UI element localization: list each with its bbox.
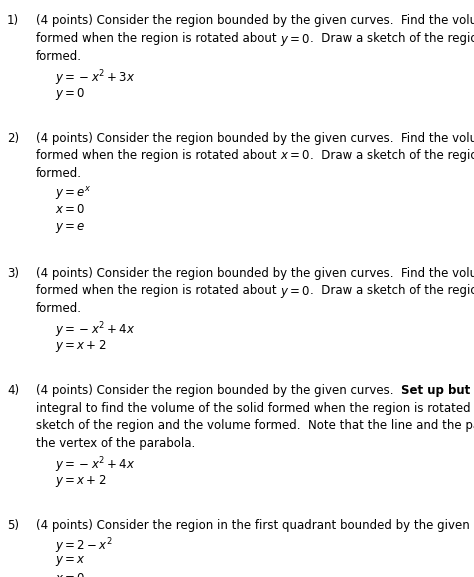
Text: $y = 0$: $y = 0$ <box>280 284 310 301</box>
Text: integral to find the volume of the solid formed when the region is rotated about: integral to find the volume of the solid… <box>36 402 474 415</box>
Text: $y = -x^2 + 4x$: $y = -x^2 + 4x$ <box>55 455 135 475</box>
Text: .  Draw a sketch of the region and the volume: . Draw a sketch of the region and the vo… <box>310 284 474 298</box>
Text: (4 points) Consider the region bounded by the given curves.: (4 points) Consider the region bounded b… <box>36 384 401 397</box>
Text: Set up but do not evaluate: Set up but do not evaluate <box>401 384 474 397</box>
Text: 3): 3) <box>7 267 19 280</box>
Text: $y = 0$: $y = 0$ <box>280 32 310 48</box>
Text: formed.: formed. <box>36 302 82 316</box>
Text: $y = 2 - x^2$: $y = 2 - x^2$ <box>55 537 112 556</box>
Text: $y = e^x$: $y = e^x$ <box>55 185 91 202</box>
Text: the vertex of the parabola.: the vertex of the parabola. <box>36 437 195 451</box>
Text: $x = 0$: $x = 0$ <box>280 149 310 163</box>
Text: $y = x + 2$: $y = x + 2$ <box>55 338 106 354</box>
Text: formed.: formed. <box>36 50 82 63</box>
Text: $y = -x^2 + 4x$: $y = -x^2 + 4x$ <box>55 320 135 340</box>
Text: formed when the region is rotated about: formed when the region is rotated about <box>36 149 280 163</box>
Text: .  Draw a sketch of the region and the volume: . Draw a sketch of the region and the vo… <box>310 149 474 163</box>
Text: (4 points) Consider the region bounded by the given curves.  Find the volume of : (4 points) Consider the region bounded b… <box>36 132 474 145</box>
Text: (4 points) Consider the region bounded by the given curves.  Find the volume of : (4 points) Consider the region bounded b… <box>36 14 474 28</box>
Text: (4 points) Consider the region in the first quadrant bounded by the given curves: (4 points) Consider the region in the fi… <box>36 519 474 532</box>
Text: $y = x + 2$: $y = x + 2$ <box>55 473 106 489</box>
Text: 1): 1) <box>7 14 19 28</box>
Text: $x = 0$: $x = 0$ <box>55 572 85 577</box>
Text: $y = x$: $y = x$ <box>55 554 85 568</box>
Text: 2): 2) <box>7 132 19 145</box>
Text: sketch of the region and the volume formed.  Note that the line and the parabola: sketch of the region and the volume form… <box>36 419 474 433</box>
Text: (4 points) Consider the region bounded by the given curves.  Find the volume of : (4 points) Consider the region bounded b… <box>36 267 474 280</box>
Text: $y = e$: $y = e$ <box>55 221 85 235</box>
Text: formed when the region is rotated about: formed when the region is rotated about <box>36 284 280 298</box>
Text: $x = 0$: $x = 0$ <box>55 203 85 216</box>
Text: formed.: formed. <box>36 167 82 181</box>
Text: .  Draw a sketch of the region and the volume: . Draw a sketch of the region and the vo… <box>310 32 474 46</box>
Text: 4): 4) <box>7 384 19 397</box>
Text: formed when the region is rotated about: formed when the region is rotated about <box>36 32 280 46</box>
Text: 5): 5) <box>7 519 19 532</box>
Text: $y = 0$: $y = 0$ <box>55 86 85 102</box>
Text: $y = -x^2 + 3x$: $y = -x^2 + 3x$ <box>55 68 135 88</box>
